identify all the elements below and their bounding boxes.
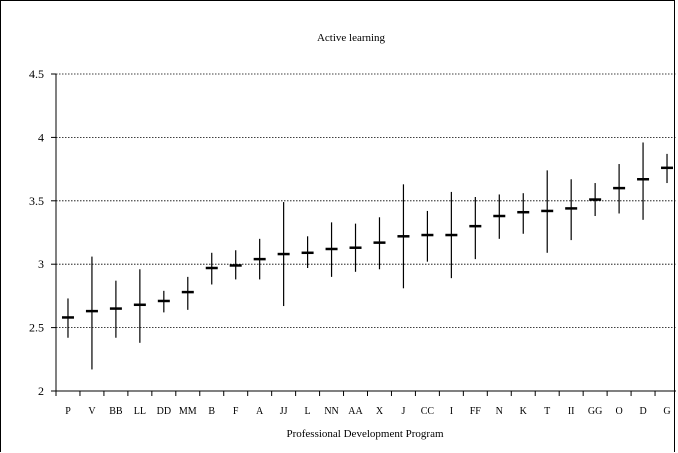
x-tick-label-AA: AA [348, 406, 363, 417]
x-tick-label-X: X [376, 406, 384, 417]
x-tick-label-J: J [401, 406, 405, 417]
x-tick-label-I: I [450, 406, 453, 417]
x-tick-label-NN: NN [324, 406, 338, 417]
y-tick-label: 4.5 [29, 67, 44, 81]
x-tick-label-K: K [520, 406, 528, 417]
x-tick-label-II: II [568, 406, 575, 417]
y-tick-label: 2 [38, 384, 44, 398]
x-tick-label-F: F [233, 406, 239, 417]
x-axis-label: Professional Development Program [286, 428, 443, 440]
x-tick-label-V: V [88, 406, 96, 417]
x-tick-label-L: L [305, 406, 311, 417]
x-tick-label-B: B [208, 406, 215, 417]
gridlines [56, 73, 676, 329]
x-tick-label-N: N [496, 406, 503, 417]
y-tick-label: 2.5 [29, 321, 44, 335]
x-tick-label-D: D [639, 406, 646, 417]
x-tick-label-DD: DD [157, 406, 171, 417]
x-tick-label-LL: LL [134, 406, 146, 417]
x-tick-label-P: P [65, 406, 71, 417]
x-tick-label-FF: FF [470, 406, 482, 417]
x-tick-label-BB: BB [109, 406, 123, 417]
x-tick-label-JJ: JJ [280, 406, 288, 417]
x-axis: P V BB LL DD MM B F A JJ L NN AA X J CC I FF N K T II GG O D G [55, 390, 676, 417]
x-tick-label-G: G [663, 406, 670, 417]
y-axis: 2 2.5 3 3.5 4 4.5 [29, 67, 57, 398]
y-tick-label: 3 [38, 257, 44, 271]
x-tick-label-MM: MM [179, 406, 197, 417]
x-tick-label-GG: GG [588, 406, 602, 417]
data-marks [61, 142, 674, 370]
x-tick-label-A: A [256, 406, 264, 417]
y-tick-label: 4 [38, 130, 44, 144]
x-tick-label-CC: CC [421, 406, 435, 417]
x-tick-label-T: T [544, 406, 550, 417]
y-tick-label: 3.5 [29, 194, 44, 208]
chart-title: Active learning [317, 32, 386, 44]
x-tick-label-O: O [615, 406, 622, 417]
